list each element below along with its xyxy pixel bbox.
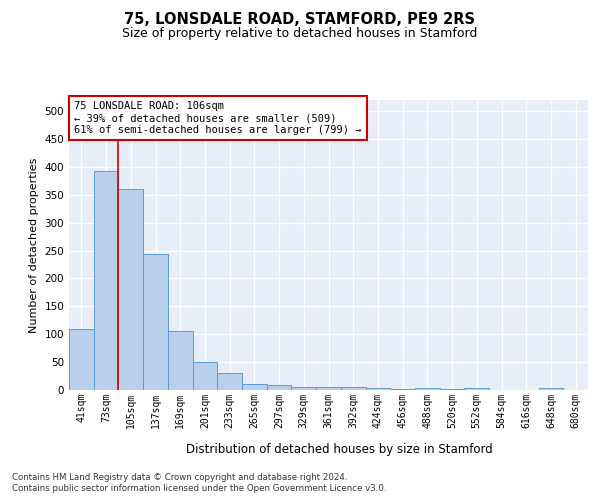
Bar [267, 385, 292, 390]
Text: Contains HM Land Registry data © Crown copyright and database right 2024.: Contains HM Land Registry data © Crown c… [12, 472, 347, 482]
Bar [316, 386, 341, 390]
Bar [143, 254, 168, 390]
Bar [118, 189, 143, 390]
Bar [464, 388, 489, 390]
Text: 75 LONSDALE ROAD: 106sqm
← 39% of detached houses are smaller (509)
61% of semi-: 75 LONSDALE ROAD: 106sqm ← 39% of detach… [74, 102, 362, 134]
Text: 75, LONSDALE ROAD, STAMFORD, PE9 2RS: 75, LONSDALE ROAD, STAMFORD, PE9 2RS [125, 12, 476, 28]
Bar [168, 332, 193, 390]
Bar [415, 388, 440, 390]
Bar [292, 387, 316, 390]
Bar [341, 386, 365, 390]
Bar [94, 171, 118, 390]
Bar [242, 384, 267, 390]
Text: Contains public sector information licensed under the Open Government Licence v3: Contains public sector information licen… [12, 484, 386, 493]
Bar [193, 362, 217, 390]
Bar [69, 328, 94, 390]
Bar [539, 388, 563, 390]
Y-axis label: Number of detached properties: Number of detached properties [29, 158, 39, 332]
Text: Size of property relative to detached houses in Stamford: Size of property relative to detached ho… [122, 28, 478, 40]
Bar [217, 374, 242, 390]
Text: Distribution of detached houses by size in Stamford: Distribution of detached houses by size … [185, 442, 493, 456]
Bar [365, 388, 390, 390]
